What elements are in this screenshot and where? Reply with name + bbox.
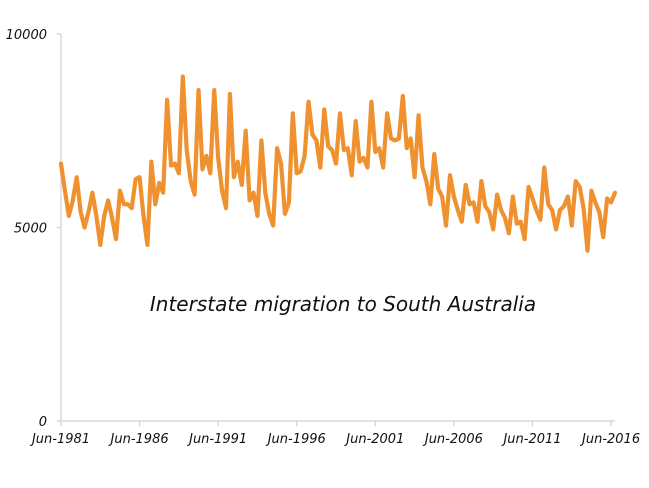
- x-tick-label: Jun-1996: [265, 432, 326, 447]
- x-tick-label: Jun-2006: [422, 432, 483, 447]
- x-tick-label: Jun-2011: [500, 432, 561, 447]
- series-line-interstate-migration: [58, 74, 618, 253]
- y-tick-label: 5000: [14, 222, 47, 237]
- y-tick-label: 0: [39, 415, 47, 430]
- x-axis-ticks: Jun-1981 Jun-1986 Jun-1991 Jun-1996 Jun-2001…: [29, 421, 640, 447]
- x-tick-label: Jun-2016: [579, 432, 640, 447]
- x-tick-label: Jun-1981: [29, 432, 90, 447]
- x-tick-label: Jun-1991: [186, 432, 247, 447]
- y-axis-ticks: 0 5000 10000: [6, 28, 61, 430]
- y-tick-label: 10000: [6, 28, 47, 43]
- chart-annotation: Interstate migration to South Australia: [150, 292, 536, 316]
- x-tick-label: Jun-2001: [343, 432, 404, 447]
- x-tick-label: Jun-1986: [108, 432, 169, 447]
